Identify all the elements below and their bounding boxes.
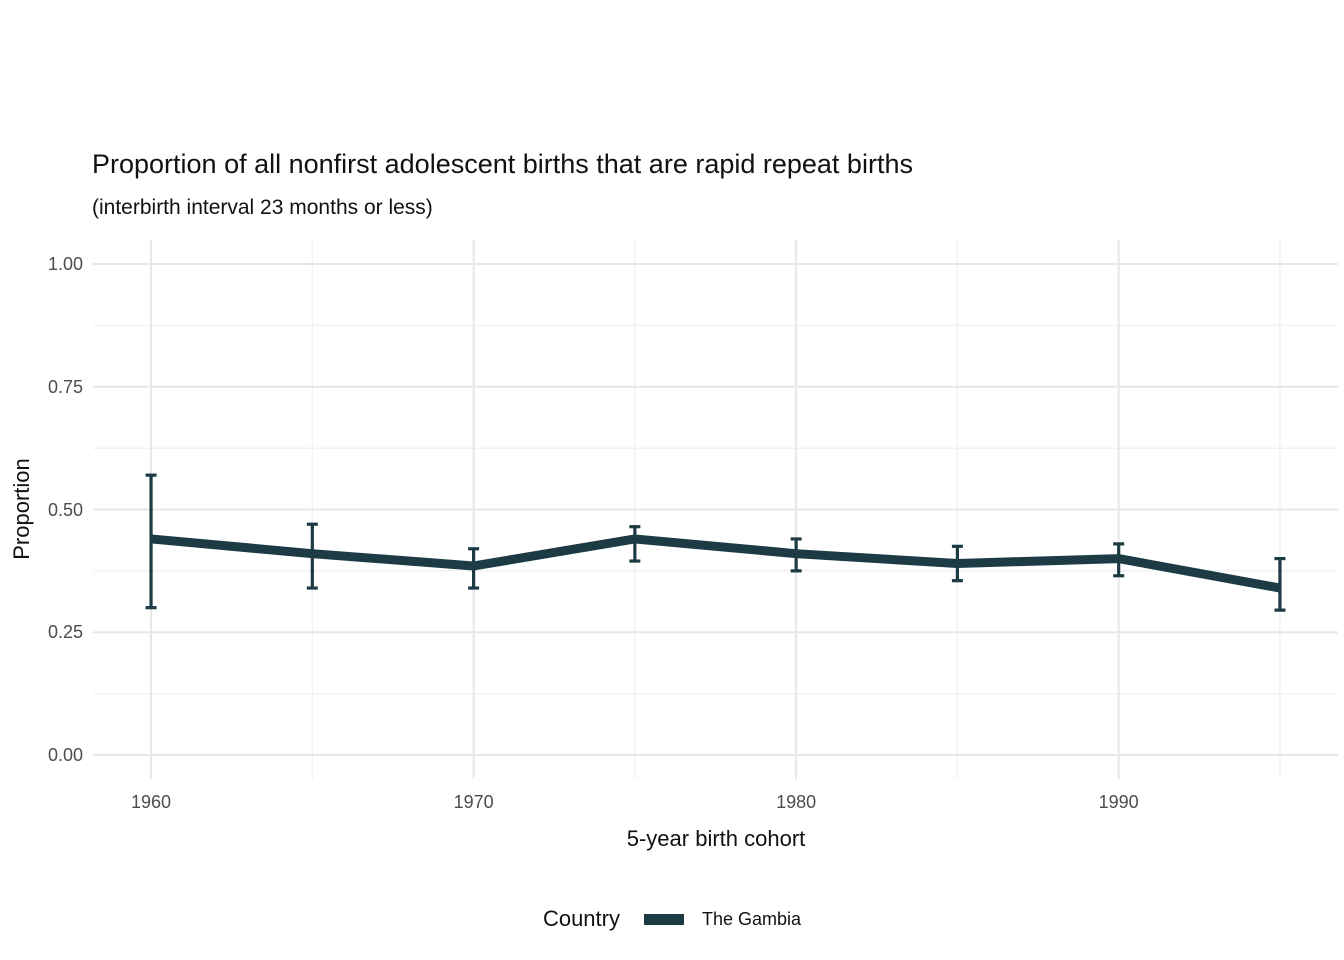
legend-key-swatch xyxy=(644,913,684,925)
legend-title: Country xyxy=(542,906,620,931)
x-tick-label: 1960 xyxy=(131,792,172,812)
y-tick-label: 1.00 xyxy=(47,254,83,275)
x-tick-label: 1990 xyxy=(1098,792,1139,812)
chart-title: Proportion of all nonfirst adolescent bi… xyxy=(92,149,913,179)
y-tick-label: 0.25 xyxy=(47,622,83,643)
series-line-the-gambia xyxy=(150,534,1281,593)
y-tick-label: 0.50 xyxy=(47,499,83,520)
x-tick-label: 1970 xyxy=(453,792,494,812)
chart-subtitle: (interbirth interval 23 months or less) xyxy=(92,196,433,219)
x-axis-title: 5-year birth cohort xyxy=(626,826,806,851)
y-tick-label: 0.75 xyxy=(47,376,83,397)
legend-entry-label: The Gambia xyxy=(702,908,802,929)
y-tick-label: 0.00 xyxy=(47,744,83,765)
x-tick-label: 1980 xyxy=(776,792,817,812)
legend: Country The Gambia xyxy=(0,906,1344,932)
